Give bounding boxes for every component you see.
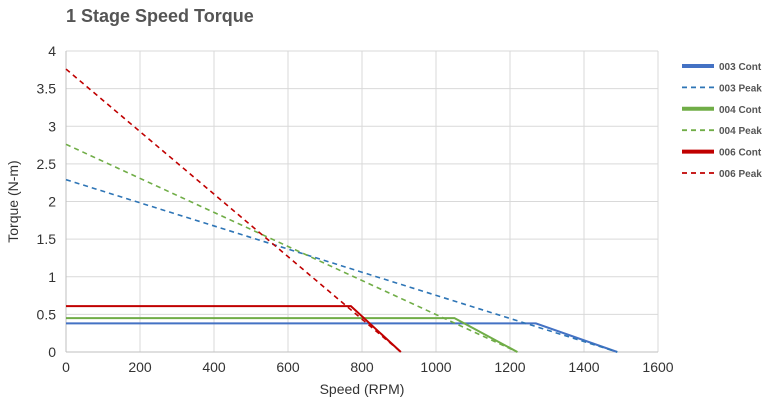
x-tick-label: 1000 [420,359,451,375]
x-tick-label: 0 [62,359,70,375]
legend: 003 Cont 003 Peak 004 Cont 004 Peak 006 Cont… [682,62,762,180]
x-tick-label: 400 [202,359,226,375]
series-line-006-peak [65,68,402,353]
y-axis-title: Torque (N-m) [5,160,21,242]
y-tick-label: 1.5 [37,231,57,247]
legend-label: 004 Peak [719,126,762,137]
y-tick-label: 0 [48,344,56,360]
x-tick-label: 600 [276,359,300,375]
y-tick-label: 2.5 [37,156,57,172]
legend-label: 003 Peak [719,83,762,94]
y-tick-label: 2 [48,194,56,210]
series-line-006-cont [66,305,402,353]
y-tick-label: 3.5 [37,81,57,97]
series-line-004-cont [66,317,518,353]
chart-title: 1 Stage Speed Torque [66,6,254,26]
y-tick-label: 1 [48,269,56,285]
y-tick-label: 4 [48,43,56,59]
axes [65,51,658,353]
legend-label: 006 Peak [719,169,762,180]
y-tick-label: 0.5 [37,306,57,322]
tick-labels: 0 200 400 600 800 1000 1200 1400 1600 0 0.5 1 1.5 2 2.… [37,43,674,375]
x-axis-title: Speed (RPM) [320,381,405,397]
series-line-004-peak [65,143,518,353]
legend-label: 006 Cont [719,148,762,159]
series-lines [65,68,618,353]
legend-label: 003 Cont [719,62,762,73]
series-line-003-peak [65,178,618,353]
x-tick-label: 800 [350,359,374,375]
legend-label: 004 Cont [719,105,762,116]
x-tick-label: 200 [128,359,152,375]
series-line-003-cont [66,322,618,353]
y-tick-label: 3 [48,118,56,134]
x-tick-label: 1200 [494,359,525,375]
x-tick-label: 1600 [642,359,673,375]
x-tick-label: 1400 [568,359,599,375]
